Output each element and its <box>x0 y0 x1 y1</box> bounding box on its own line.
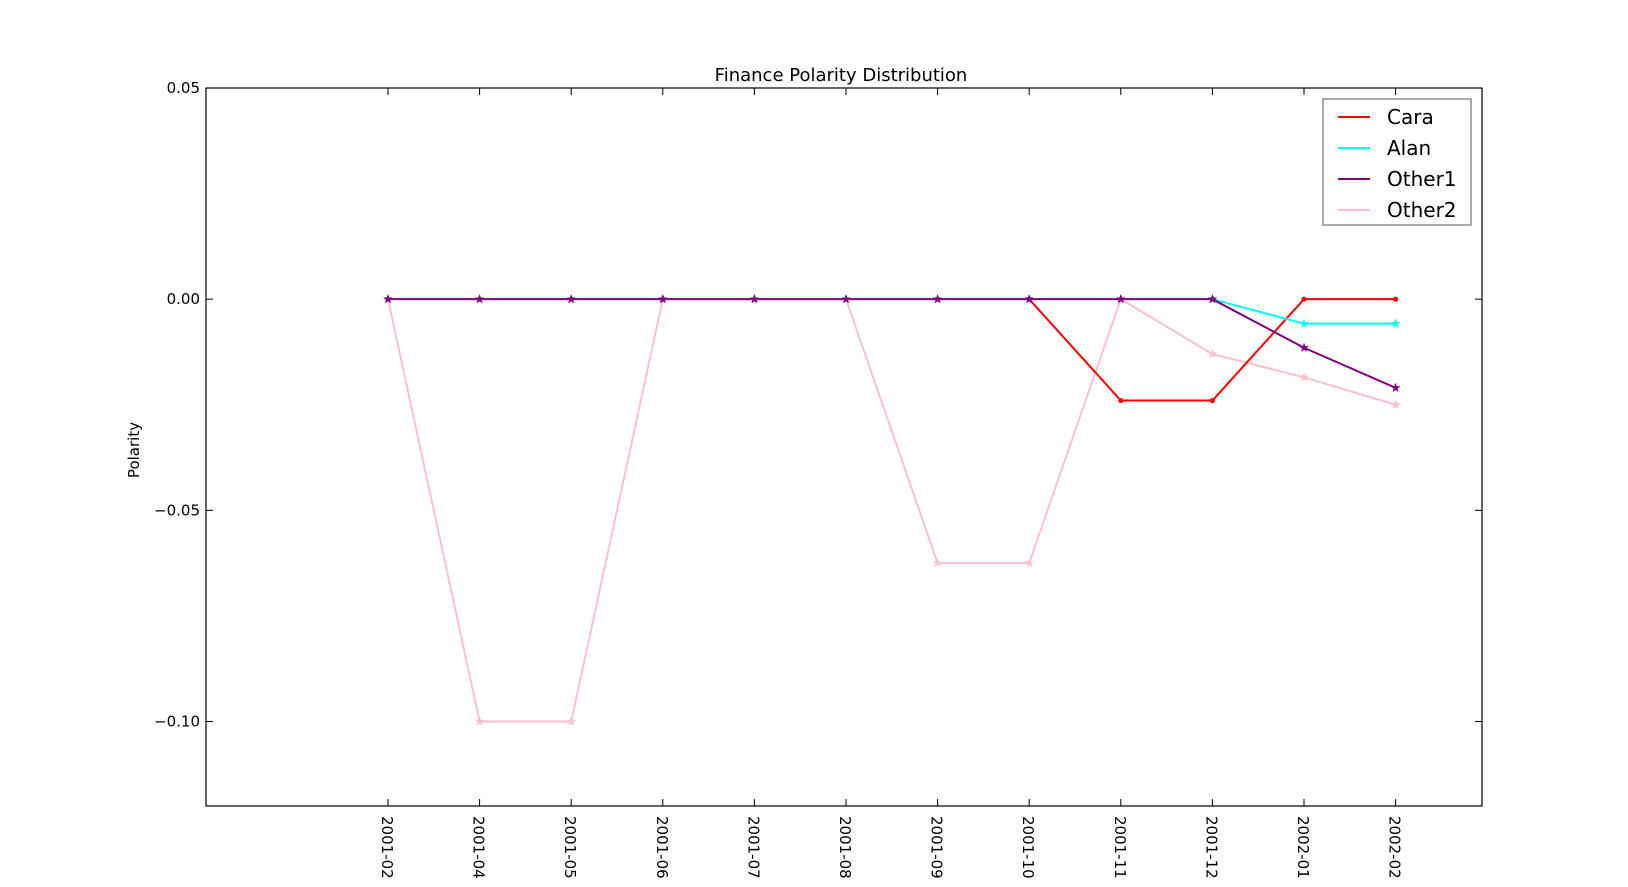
data-point-cara <box>1209 397 1215 404</box>
data-point-other1 <box>1390 382 1401 393</box>
data-point-cara <box>1118 397 1124 404</box>
y-axis-ticks: 0.05 0.00 −0.05 −0.10 <box>154 79 1482 731</box>
series-line-other1 <box>388 298 1397 389</box>
legend-label-other2: Other2 <box>1387 198 1457 222</box>
x-tick-label: 2001-09 <box>928 816 946 879</box>
x-tick-label: 2001-06 <box>653 816 671 879</box>
series-markers <box>383 293 1401 726</box>
data-point-other1 <box>657 293 668 304</box>
x-tick-label: 2002-02 <box>1386 816 1404 879</box>
chart-title: Finance Polarity Distribution <box>715 65 968 86</box>
data-point-other1 <box>841 293 851 304</box>
y-tick-label: −0.05 <box>154 501 200 519</box>
data-point-other1 <box>1115 293 1126 304</box>
x-tick-label: 2001-05 <box>561 816 579 879</box>
x-tick-label: 2001-04 <box>470 816 488 879</box>
data-point-other2 <box>474 716 485 726</box>
legend-box <box>1322 98 1472 226</box>
legend-label-cara: Cara <box>1387 105 1434 129</box>
x-tick-label: 2001-02 <box>378 816 396 879</box>
data-point-other1 <box>383 293 393 304</box>
data-point-alan <box>1390 318 1401 328</box>
data-point-other2 <box>1207 348 1218 359</box>
x-tick-label: 2001-10 <box>1019 816 1037 879</box>
plot-frame <box>205 87 1483 807</box>
data-point-other1 <box>1024 293 1035 304</box>
data-point-other1 <box>932 293 943 304</box>
legend-label-alan: Alan <box>1387 136 1431 160</box>
data-point-other2 <box>1024 557 1035 568</box>
series-lines <box>387 298 1397 723</box>
data-point-other2 <box>566 716 577 726</box>
y-tick-label: 0.00 <box>167 290 200 308</box>
data-point-other1 <box>1299 342 1309 352</box>
x-tick-label: 2001-07 <box>744 816 762 879</box>
data-point-cara <box>1393 296 1399 302</box>
data-point-other2 <box>932 557 943 568</box>
data-point-other1 <box>1207 293 1218 304</box>
data-point-cara <box>1301 296 1307 302</box>
data-point-other1 <box>749 293 760 304</box>
data-point-alan <box>1299 318 1309 328</box>
x-tick-label: 2001-12 <box>1202 816 1220 879</box>
y-axis-label: Polarity <box>125 422 143 478</box>
series-line-other2 <box>387 298 1396 723</box>
x-axis-ticks: 2001-02 2001-04 2001-05 2001-06 2001-07 2001-… <box>378 88 1404 879</box>
data-point-other2 <box>1299 372 1309 382</box>
y-tick-label: 0.05 <box>167 79 200 97</box>
x-tick-label: 2001-11 <box>1111 816 1129 879</box>
data-point-other1 <box>566 293 577 304</box>
legend-label-other1: Other1 <box>1387 167 1457 191</box>
legend: Cara Alan Other1 Other2 <box>1322 98 1472 226</box>
data-point-other2 <box>1390 399 1401 409</box>
y-tick-label: −0.10 <box>154 713 200 731</box>
data-point-other1 <box>474 293 485 304</box>
x-tick-label: 2001-08 <box>836 816 854 879</box>
x-tick-label: 2002-01 <box>1294 816 1312 879</box>
